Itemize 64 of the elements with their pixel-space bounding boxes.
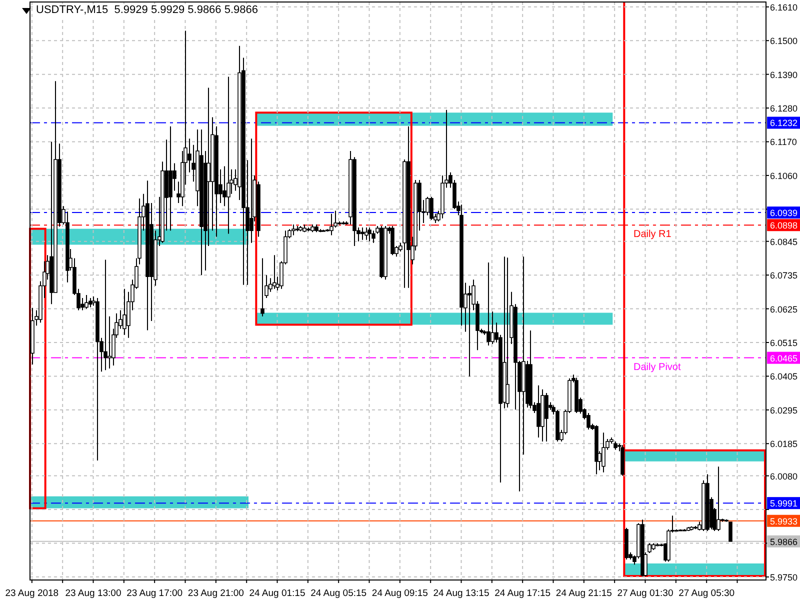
y-tick-label: 6.1060 bbox=[770, 170, 798, 181]
candlestick bbox=[206, 87, 210, 246]
y-tick-label: 6.0735 bbox=[770, 270, 798, 281]
candlestick bbox=[490, 311, 494, 345]
x-tick-label: 24 Aug 01:15 bbox=[249, 588, 306, 599]
candlestick bbox=[468, 285, 472, 378]
y-tick-label: 6.1280 bbox=[770, 104, 798, 114]
ref-line-label: 5.9866 bbox=[770, 536, 798, 547]
y-tick-label: 6.0295 bbox=[770, 405, 798, 416]
candlestick bbox=[586, 412, 590, 430]
chart-title: USDTRY-,M15 5.9929 5.9929 5.9866 5.9866 bbox=[34, 4, 260, 17]
y-tick-label: 6.1610 bbox=[770, 2, 798, 12]
candlestick bbox=[506, 257, 510, 408]
candlestick bbox=[536, 384, 540, 438]
candlestick bbox=[716, 466, 720, 532]
y-tick-label: 6.0185 bbox=[770, 439, 798, 450]
candlestick bbox=[104, 259, 108, 371]
y-tick-label: 6.0625 bbox=[770, 304, 798, 314]
y-tick-label: 6.1390 bbox=[770, 70, 798, 80]
candlestick bbox=[122, 288, 126, 336]
y-tick-label: 6.0405 bbox=[770, 372, 798, 382]
x-tick-label: 23 Aug 13:00 bbox=[65, 588, 122, 599]
ref-line-label: 5.9933 bbox=[770, 516, 798, 526]
x-tick-label: 27 Aug 01:30 bbox=[617, 588, 674, 599]
x-tick-label: 24 Aug 05:15 bbox=[310, 588, 367, 599]
x-tick-label: 24 Aug 17:15 bbox=[494, 588, 551, 599]
annotation: Daily R1 bbox=[634, 229, 672, 240]
ref-line-label: 6.0465 bbox=[770, 353, 798, 364]
ref-line-label: 6.1232 bbox=[770, 118, 798, 128]
candlestick bbox=[648, 542, 652, 554]
x-tick-label: 23 Aug 2018 bbox=[5, 588, 59, 599]
x-tick-label: 23 Aug 17:00 bbox=[126, 588, 183, 599]
candlestick bbox=[250, 138, 254, 244]
y-tick-label: 6.1170 bbox=[770, 137, 797, 148]
y-tick-label: 6.0515 bbox=[770, 338, 798, 348]
candlestick bbox=[226, 76, 230, 234]
candlestick bbox=[330, 213, 334, 236]
ref-line-label: 5.9991 bbox=[770, 498, 798, 509]
x-tick-label: 27 Aug 05:30 bbox=[678, 588, 735, 599]
candlestick bbox=[88, 298, 92, 308]
candlestick bbox=[728, 522, 732, 542]
candlestick bbox=[544, 392, 548, 442]
candlestick bbox=[486, 262, 490, 346]
ref-line-label: 6.0898 bbox=[770, 220, 798, 231]
candlestick bbox=[602, 432, 606, 473]
candlestick bbox=[222, 166, 226, 207]
candlestick bbox=[360, 227, 364, 240]
candlestick bbox=[430, 196, 434, 220]
x-tick-label: 23 Aug 21:00 bbox=[188, 588, 244, 599]
x-tick-label: 24 Aug 13:15 bbox=[433, 588, 490, 599]
candlestick bbox=[108, 316, 112, 370]
ref-line-label: 6.0939 bbox=[770, 208, 798, 218]
candlestick bbox=[368, 227, 372, 242]
y-tick-label: 6.1500 bbox=[770, 36, 798, 46]
annotation: Daily Pivot bbox=[634, 362, 681, 373]
y-tick-label: 6.0845 bbox=[770, 236, 798, 247]
x-tick-label: 24 Aug 09:15 bbox=[372, 588, 428, 599]
candlestick bbox=[372, 230, 376, 244]
y-tick-label: 5.9750 bbox=[770, 572, 798, 582]
candlestick bbox=[260, 258, 264, 317]
y-tick-label: 6.0080 bbox=[770, 471, 798, 482]
candlestick bbox=[84, 294, 88, 310]
x-tick-label: 24 Aug 21:15 bbox=[556, 588, 612, 599]
candlestick bbox=[292, 224, 296, 236]
